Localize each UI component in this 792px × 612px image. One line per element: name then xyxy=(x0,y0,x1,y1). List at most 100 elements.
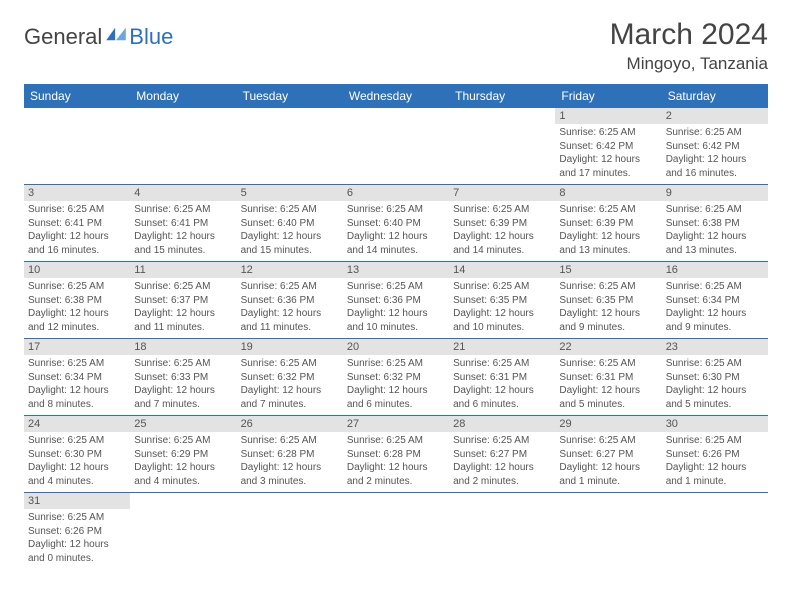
day-cell: 6Sunrise: 6:25 AMSunset: 6:40 PMDaylight… xyxy=(343,185,449,262)
day-number: 7 xyxy=(449,185,555,201)
week-row: 1Sunrise: 6:25 AMSunset: 6:42 PMDaylight… xyxy=(24,108,768,185)
sunrise-text: Sunrise: 6:25 AM xyxy=(666,203,764,217)
day-number: 2 xyxy=(662,108,768,124)
day-cell: 10Sunrise: 6:25 AMSunset: 6:38 PMDayligh… xyxy=(24,262,130,339)
day-number: 25 xyxy=(130,416,236,432)
flag-icon xyxy=(105,26,127,42)
day-cell: 29 Sunrise: 6:25 AMSunset: 6:27 PMDayligh… xyxy=(555,416,661,493)
day-details: Sunrise: 6:25 AMSunset: 6:41 PMDaylight:… xyxy=(24,201,130,261)
header-row: Sunday Monday Tuesday Wednesday Thursday… xyxy=(24,84,768,108)
daylight-text: Daylight: 12 hours and 7 minutes. xyxy=(134,384,232,411)
day-number: 14 xyxy=(449,262,555,278)
day-details: Sunrise: 6:25 AMSunset: 6:35 PMDaylight:… xyxy=(449,278,555,338)
day-details: Sunrise: 6:25 AMSunset: 6:28 PMDaylight:… xyxy=(237,432,343,492)
sunset-text: Sunset: 6:27 PM xyxy=(559,448,657,462)
daylight-text: Daylight: 12 hours and 4 minutes. xyxy=(134,461,232,488)
day-details: Sunrise: 6:25 AMSunset: 6:26 PMDaylight:… xyxy=(662,432,768,492)
daylight-text: Daylight: 12 hours and 3 minutes. xyxy=(241,461,339,488)
sunset-text: Sunset: 6:42 PM xyxy=(666,140,764,154)
day-cell: 7Sunrise: 6:25 AMSunset: 6:39 PMDaylight… xyxy=(449,185,555,262)
day-details: Sunrise: 6:25 AMSunset: 6:30 PMDaylight:… xyxy=(24,432,130,492)
sunset-text: Sunset: 6:34 PM xyxy=(28,371,126,385)
day-cell: 25Sunrise: 6:25 AMSunset: 6:29 PMDayligh… xyxy=(130,416,236,493)
daylight-text: Daylight: 12 hours and 8 minutes. xyxy=(28,384,126,411)
day-cell: 3Sunrise: 6:25 AMSunset: 6:41 PMDaylight… xyxy=(24,185,130,262)
sunrise-text: Sunrise: 6:25 AM xyxy=(347,280,445,294)
sunrise-text: Sunrise: 6:25 AM xyxy=(241,203,339,217)
day-number: 13 xyxy=(343,262,449,278)
day-number: 19 xyxy=(237,339,343,355)
daylight-text: Daylight: 12 hours and 2 minutes. xyxy=(453,461,551,488)
day-cell xyxy=(24,108,130,185)
day-cell: 20Sunrise: 6:25 AMSunset: 6:32 PMDayligh… xyxy=(343,339,449,416)
sunset-text: Sunset: 6:41 PM xyxy=(28,217,126,231)
day-number: 29 xyxy=(555,416,661,432)
page-title: March 2024 xyxy=(610,18,768,52)
daylight-text: Daylight: 12 hours and 1 minute. xyxy=(666,461,764,488)
sunrise-text: Sunrise: 6:25 AM xyxy=(666,126,764,140)
col-tuesday: Tuesday xyxy=(237,84,343,108)
day-details: Sunrise: 6:25 AMSunset: 6:40 PMDaylight:… xyxy=(237,201,343,261)
day-details: Sunrise: 6:25 AMSunset: 6:40 PMDaylight:… xyxy=(343,201,449,261)
day-number: 17 xyxy=(24,339,130,355)
sunset-text: Sunset: 6:40 PM xyxy=(241,217,339,231)
sunrise-text: Sunrise: 6:25 AM xyxy=(559,203,657,217)
daylight-text: Daylight: 12 hours and 9 minutes. xyxy=(559,307,657,334)
title-block: March 2024 Mingoyo, Tanzania xyxy=(610,18,768,74)
sunset-text: Sunset: 6:33 PM xyxy=(134,371,232,385)
sunrise-text: Sunrise: 6:25 AM xyxy=(28,280,126,294)
logo: General Blue xyxy=(24,24,173,50)
daylight-text: Daylight: 12 hours and 5 minutes. xyxy=(666,384,764,411)
sunset-text: Sunset: 6:35 PM xyxy=(559,294,657,308)
day-cell: 5Sunrise: 6:25 AMSunset: 6:40 PMDaylight… xyxy=(237,185,343,262)
day-cell xyxy=(237,493,343,570)
day-number: 8 xyxy=(555,185,661,201)
sunrise-text: Sunrise: 6:25 AM xyxy=(453,434,551,448)
day-cell: 19Sunrise: 6:25 AMSunset: 6:32 PMDayligh… xyxy=(237,339,343,416)
sunrise-text: Sunrise: 6:25 AM xyxy=(453,280,551,294)
day-cell: 31Sunrise: 6:25 AMSunset: 6:26 PMDayligh… xyxy=(24,493,130,570)
daylight-text: Daylight: 12 hours and 1 minute. xyxy=(559,461,657,488)
sunset-text: Sunset: 6:30 PM xyxy=(28,448,126,462)
day-number: 1 xyxy=(555,108,661,124)
day-cell xyxy=(555,493,661,570)
sunset-text: Sunset: 6:30 PM xyxy=(666,371,764,385)
day-details: Sunrise: 6:25 AMSunset: 6:29 PMDaylight:… xyxy=(130,432,236,492)
day-cell: 8Sunrise: 6:25 AMSunset: 6:39 PMDaylight… xyxy=(555,185,661,262)
day-number: 22 xyxy=(555,339,661,355)
day-cell: 2Sunrise: 6:25 AMSunset: 6:42 PMDaylight… xyxy=(662,108,768,185)
day-number: 24 xyxy=(24,416,130,432)
sunrise-text: Sunrise: 6:25 AM xyxy=(241,434,339,448)
daylight-text: Daylight: 12 hours and 6 minutes. xyxy=(453,384,551,411)
week-row: 31Sunrise: 6:25 AMSunset: 6:26 PMDayligh… xyxy=(24,493,768,570)
day-number: 11 xyxy=(130,262,236,278)
sunset-text: Sunset: 6:31 PM xyxy=(453,371,551,385)
sunrise-text: Sunrise: 6:25 AM xyxy=(28,511,126,525)
daylight-text: Daylight: 12 hours and 6 minutes. xyxy=(347,384,445,411)
col-friday: Friday xyxy=(555,84,661,108)
sunset-text: Sunset: 6:31 PM xyxy=(559,371,657,385)
day-number: 16 xyxy=(662,262,768,278)
daylight-text: Daylight: 12 hours and 0 minutes. xyxy=(28,538,126,565)
sunrise-text: Sunrise: 6:25 AM xyxy=(28,357,126,371)
day-number: 4 xyxy=(130,185,236,201)
calendar-body: 1Sunrise: 6:25 AMSunset: 6:42 PMDaylight… xyxy=(24,108,768,569)
day-number: 26 xyxy=(237,416,343,432)
sunrise-text: Sunrise: 6:25 AM xyxy=(241,280,339,294)
day-details: Sunrise: 6:25 AMSunset: 6:36 PMDaylight:… xyxy=(237,278,343,338)
sunrise-text: Sunrise: 6:25 AM xyxy=(666,280,764,294)
week-row: 24Sunrise: 6:25 AMSunset: 6:30 PMDayligh… xyxy=(24,416,768,493)
day-cell: 1Sunrise: 6:25 AMSunset: 6:42 PMDaylight… xyxy=(555,108,661,185)
sunset-text: Sunset: 6:39 PM xyxy=(559,217,657,231)
sunset-text: Sunset: 6:27 PM xyxy=(453,448,551,462)
day-cell: 18Sunrise: 6:25 AMSunset: 6:33 PMDayligh… xyxy=(130,339,236,416)
daylight-text: Daylight: 12 hours and 13 minutes. xyxy=(666,230,764,257)
sunrise-text: Sunrise: 6:25 AM xyxy=(559,434,657,448)
day-number: 18 xyxy=(130,339,236,355)
day-details: Sunrise: 6:25 AMSunset: 6:33 PMDaylight:… xyxy=(130,355,236,415)
day-cell: 21Sunrise: 6:25 AMSunset: 6:31 PMDayligh… xyxy=(449,339,555,416)
sunrise-text: Sunrise: 6:25 AM xyxy=(134,357,232,371)
sunrise-text: Sunrise: 6:25 AM xyxy=(453,357,551,371)
daylight-text: Daylight: 12 hours and 15 minutes. xyxy=(241,230,339,257)
day-details: Sunrise: 6:25 AMSunset: 6:28 PMDaylight:… xyxy=(343,432,449,492)
